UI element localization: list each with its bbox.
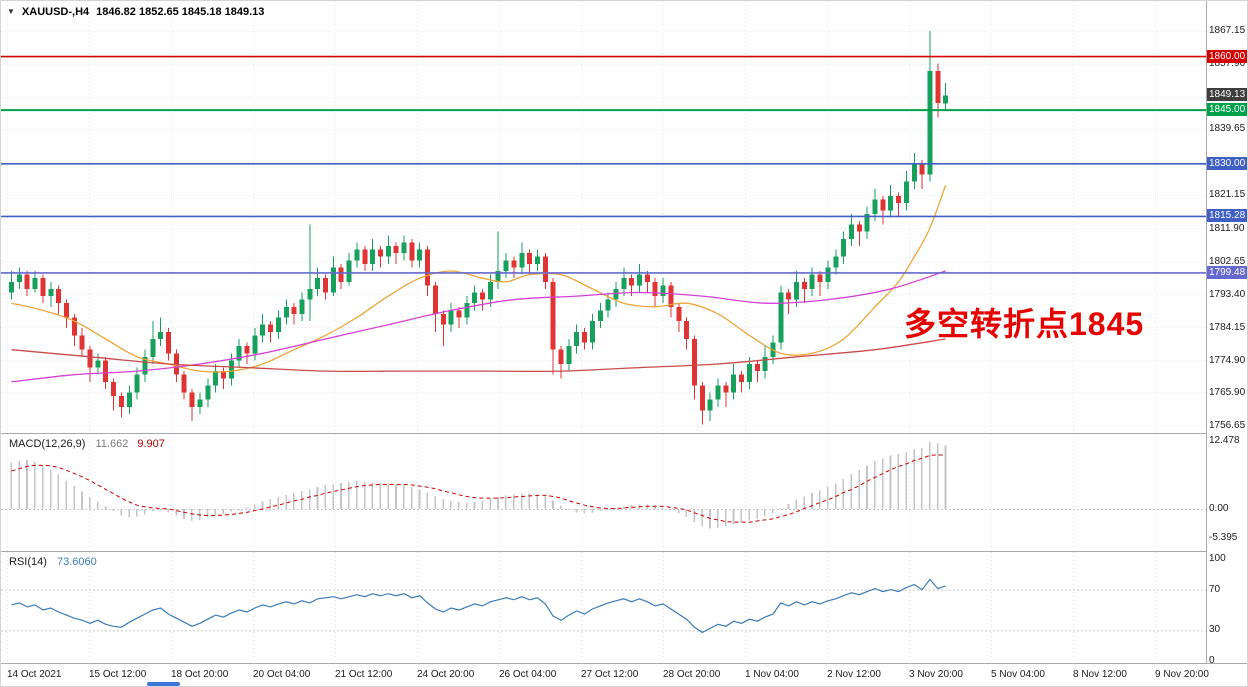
macd-axis-label: 0.00 — [1209, 503, 1229, 514]
price-axis-label: 1802.65 — [1209, 255, 1246, 267]
symbol-timeframe: XAUUSD-,H4 — [21, 6, 90, 18]
horizontal-level-lines — [1, 55, 1206, 274]
ohlc-readout: 1846.82 1852.65 1845.18 1849.13 — [96, 6, 265, 18]
symbol-dropdown-icon[interactable]: ▼ — [7, 7, 15, 16]
ma-slow-line — [11, 338, 946, 373]
time-axis[interactable]: 14 Oct 2021 15 Oct 12:00 18 Oct 20:00 20 Oc… — [1, 664, 1209, 686]
price-axis-label: 1867.15 — [1209, 25, 1246, 36]
macd-histogram — [10, 441, 947, 529]
time-axis-separator — [1, 663, 1247, 664]
time-axis-label: 28 Oct 20:00 — [663, 669, 721, 680]
price-axis-label: 1821.15 — [1209, 189, 1246, 201]
time-axis-label: 5 Nov 04:00 — [991, 669, 1045, 680]
vertical-gridlines — [7, 434, 1156, 551]
macd-panel-separator[interactable] — [1, 433, 1247, 434]
price-axis-separator — [1206, 1, 1207, 663]
time-axis-label: 18 Oct 20:00 — [171, 669, 229, 680]
scrollbar-thumb[interactable] — [147, 682, 180, 686]
macd-axis-label: 12.478 — [1209, 434, 1240, 446]
macd-name: MACD(12,26,9) — [9, 438, 86, 450]
rsi-axis-label: 0 — [1209, 655, 1215, 666]
price-axis-label: 1857.90 — [1209, 58, 1246, 70]
time-axis-label: 20 Oct 04:00 — [253, 669, 311, 680]
chart-title: ▼ XAUUSD-,H4 1846.82 1852.65 1845.18 184… — [7, 6, 264, 18]
price-axis-label: 1784.15 — [1209, 321, 1246, 333]
rsi-line — [11, 578, 946, 634]
rsi-name: RSI(14) — [9, 556, 47, 568]
price-axis-badge: 1799.48 — [1207, 265, 1247, 279]
vertical-gridlines — [7, 552, 1156, 663]
price-axis-badge: 1849.13 — [1207, 88, 1247, 102]
macd-canvas[interactable] — [1, 434, 1206, 551]
macd-signal-value: 9.907 — [137, 438, 165, 450]
price-axis-label: 1839.65 — [1209, 123, 1246, 135]
macd-signal-line — [11, 454, 946, 523]
candles — [9, 31, 949, 425]
macd-axis-label: -5.395 — [1209, 532, 1238, 544]
time-axis-label: 14 Oct 2021 — [7, 669, 62, 680]
time-axis-label: 9 Nov 20:00 — [1155, 669, 1209, 680]
price-axis-label: 1774.90 — [1209, 354, 1246, 366]
macd-value: 11.662 — [95, 438, 129, 450]
time-axis-label: 26 Oct 04:00 — [499, 669, 557, 680]
macd-indicator-label: MACD(12,26,9) 11.662 9.907 — [9, 438, 165, 450]
chart-annotation-text: 多空转折点1845 — [904, 306, 1145, 342]
horizontal-gridlines — [1, 31, 1206, 427]
price-axis[interactable]: 1867.15 1857.90 1839.65 1821.15 1811.90 1802.… — [1207, 1, 1247, 666]
price-axis-badge: 1860.00 — [1207, 49, 1247, 63]
time-axis-label: 8 Nov 12:00 — [1073, 669, 1127, 680]
main-chart-canvas[interactable] — [1, 1, 1206, 433]
rsi-axis-label: 70 — [1209, 583, 1221, 595]
price-axis-label: 1793.40 — [1209, 288, 1246, 300]
price-axis-badge: 1845.00 — [1207, 103, 1247, 117]
rsi-axis-label: 100 — [1209, 553, 1226, 564]
price-axis-label: 1756.65 — [1209, 420, 1246, 431]
price-axis-label: 1811.90 — [1209, 222, 1245, 234]
ma-mid-line — [11, 270, 946, 383]
price-axis-badge: 1830.00 — [1207, 156, 1247, 170]
rsi-canvas[interactable] — [1, 552, 1206, 663]
time-axis-label: 15 Oct 12:00 — [89, 669, 147, 680]
time-axis-label: 2 Nov 12:00 — [827, 669, 881, 680]
rsi-value: 73.6060 — [56, 556, 97, 568]
rsi-indicator-label: RSI(14) 73.6060 — [9, 556, 97, 568]
price-axis-label: 1765.90 — [1209, 386, 1246, 398]
time-axis-label: 3 Nov 20:00 — [909, 669, 963, 680]
rsi-axis-label: 30 — [1209, 624, 1221, 636]
time-axis-label: 27 Oct 12:00 — [581, 669, 639, 680]
rsi-panel-separator[interactable] — [1, 551, 1247, 552]
time-axis-label: 1 Nov 04:00 — [745, 669, 799, 680]
time-axis-label: 21 Oct 12:00 — [335, 669, 393, 680]
price-axis-badge: 1815.28 — [1207, 209, 1247, 223]
time-axis-label: 24 Oct 20:00 — [417, 669, 475, 680]
